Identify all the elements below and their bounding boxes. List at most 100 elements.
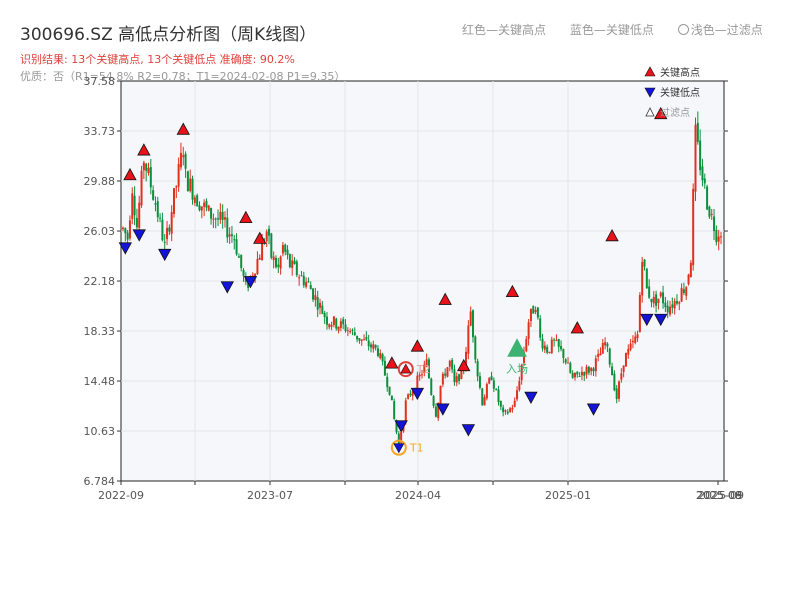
candle-body <box>170 212 173 234</box>
candle-body <box>184 153 187 169</box>
candle-body <box>687 274 690 285</box>
candle-body <box>332 316 335 325</box>
candle-body <box>601 343 604 354</box>
candle-body <box>138 202 141 228</box>
candle-body <box>235 239 238 255</box>
candle-body <box>386 376 389 388</box>
candle-body <box>152 190 155 200</box>
y-tick-label: 10.63 <box>84 425 116 438</box>
candle-body <box>291 260 294 268</box>
candle-body <box>553 339 556 341</box>
candle-body <box>682 289 685 293</box>
candle-body <box>613 373 616 391</box>
x-tick-label: 2025-08 <box>696 489 742 502</box>
candle-body <box>529 308 532 322</box>
candle-body <box>541 338 544 349</box>
candle-body <box>128 220 131 239</box>
candle-body <box>390 395 393 401</box>
top-legend: 红色—关键高点 蓝色—关键低点 浅色—过滤点 <box>462 21 783 38</box>
candle-body <box>455 376 458 383</box>
candle-body <box>258 257 261 260</box>
candle-body <box>360 339 363 341</box>
candle-body <box>309 285 312 290</box>
candle-body <box>214 218 217 220</box>
candle-body <box>254 273 257 277</box>
candle-body <box>618 381 621 399</box>
candle-body <box>655 294 658 306</box>
candle-body <box>703 178 706 184</box>
candle-body <box>678 302 681 304</box>
candle-body <box>163 241 166 243</box>
candle-body <box>381 354 384 362</box>
candle-body <box>629 343 632 350</box>
candle-body <box>590 367 593 372</box>
candle-body <box>404 400 407 421</box>
candle-body <box>485 384 488 399</box>
candle-body <box>207 205 210 211</box>
candle-body <box>425 359 428 367</box>
candle-body <box>191 178 194 200</box>
candle-body <box>411 391 414 396</box>
candle-body <box>522 351 525 363</box>
candle-body <box>328 324 331 328</box>
top-legend-light: 浅色—过滤点 <box>677 23 763 37</box>
candle-body <box>351 329 354 331</box>
y-tick-label: 33.73 <box>84 125 116 138</box>
candle-body <box>509 408 512 413</box>
candle-body <box>189 178 192 192</box>
candle-body <box>270 233 273 258</box>
t1-marker <box>390 439 407 456</box>
candle-body <box>666 305 669 313</box>
candle-body <box>353 332 356 336</box>
candle-body <box>186 171 189 192</box>
candle-body <box>583 372 586 376</box>
y-tick-label: 37.58 <box>84 75 116 88</box>
candle-body <box>416 375 419 389</box>
candle-body <box>460 365 463 379</box>
entry-label: 入场 <box>506 361 528 375</box>
candle-body <box>330 325 333 327</box>
candle-body <box>145 163 148 171</box>
candle-body <box>657 298 660 304</box>
y-tick-label: 18.33 <box>84 325 116 338</box>
low-point-marker <box>410 387 425 401</box>
candle-body <box>156 201 159 218</box>
candle-body <box>277 264 280 268</box>
candle-body <box>363 339 366 341</box>
candle-body <box>550 339 553 353</box>
ring-icon <box>677 24 689 35</box>
candle-body <box>701 166 704 181</box>
candle-body <box>608 348 611 365</box>
high-point-marker <box>605 228 619 242</box>
candle-body <box>168 227 171 232</box>
candle-body <box>453 369 456 383</box>
candle-body <box>161 219 164 241</box>
candle-body <box>237 256 240 258</box>
candle-body <box>393 401 396 420</box>
candle-body <box>421 374 423 376</box>
candle-body <box>193 197 196 204</box>
candle-body <box>555 340 558 342</box>
legend-low-label: 关键低点 <box>660 86 700 99</box>
high-point-marker <box>176 122 190 135</box>
legend-filtered-label: 过滤点 <box>660 106 690 119</box>
candle-body <box>594 358 597 372</box>
candle-body <box>124 228 127 234</box>
y-tick-label: 14.48 <box>84 375 116 388</box>
candle-body <box>604 342 607 346</box>
candle-body <box>274 257 277 268</box>
candle-body <box>680 287 683 302</box>
candle-body <box>571 372 574 378</box>
candle-body <box>645 268 648 289</box>
candle-body <box>288 254 291 268</box>
t2-label: T2 <box>416 363 431 376</box>
candle-body <box>458 374 461 381</box>
candle-body <box>212 218 215 220</box>
candle-body <box>675 300 678 304</box>
candle-body <box>376 348 379 356</box>
candle-body <box>321 305 324 314</box>
candle-body <box>200 206 203 211</box>
candle-body <box>597 354 600 357</box>
candle-body <box>367 340 370 347</box>
candle-body <box>471 310 474 338</box>
